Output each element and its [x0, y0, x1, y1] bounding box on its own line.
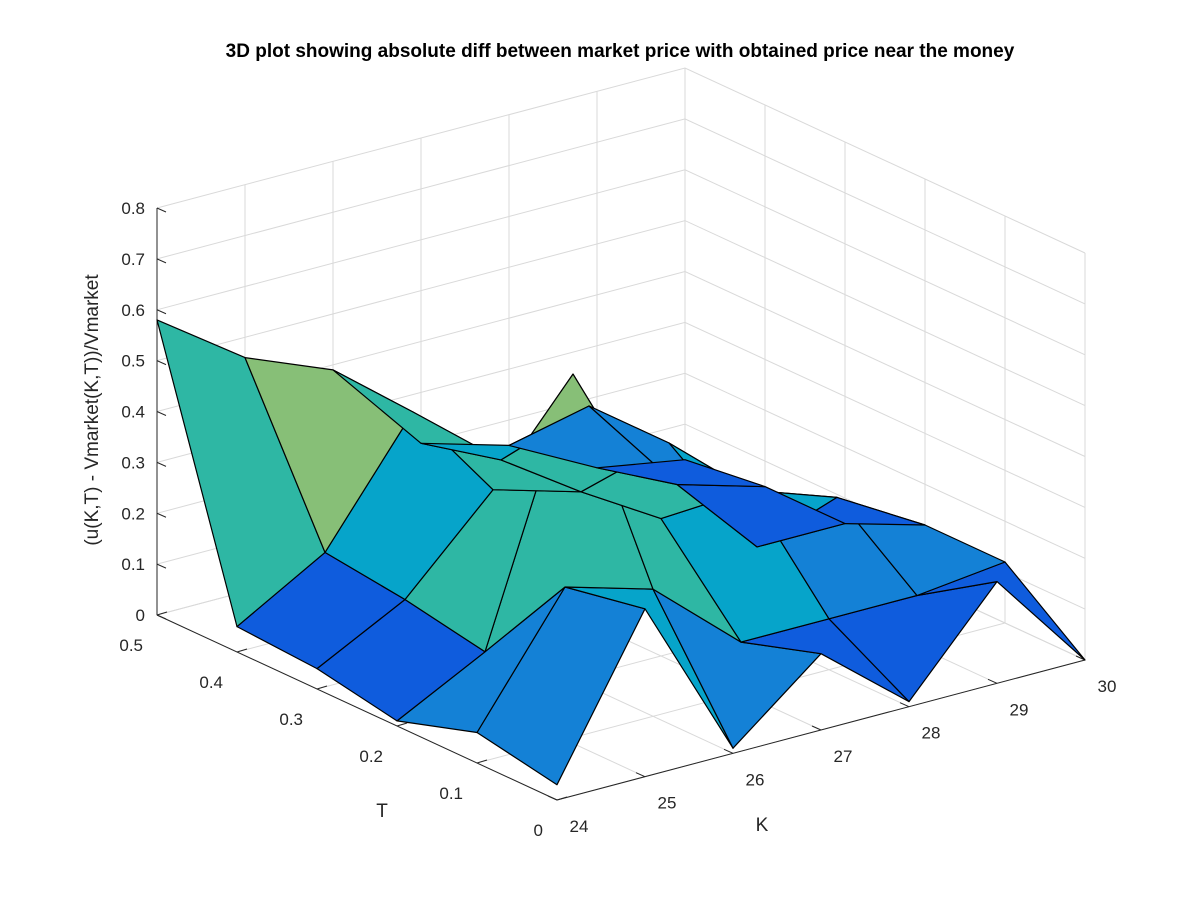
z-tick-label: 0.7 — [121, 250, 145, 269]
z-tick-mark — [156, 563, 167, 569]
y-tick-mark — [476, 759, 488, 764]
grid-line — [156, 169, 1086, 356]
x-tick-mark — [635, 772, 646, 778]
x-tick-label: 28 — [922, 724, 941, 743]
z-axis-label: (u(K,T) - Vmarket(K,T))/Vmarket — [82, 274, 103, 546]
y-tick-mark — [396, 722, 408, 727]
x-tick-label: 27 — [834, 747, 853, 766]
x-tick-mark — [899, 702, 910, 708]
axis-layer — [156, 207, 1086, 801]
z-tick-label: 0.3 — [121, 453, 145, 472]
grid-line — [476, 216, 1006, 764]
y-axis-label: T — [376, 801, 388, 822]
y-tick-label: 0.5 — [119, 636, 143, 655]
z-tick-label: 0.5 — [121, 352, 145, 371]
y-tick-label: 0 — [534, 821, 543, 840]
z-tick-mark — [156, 258, 167, 264]
y-tick-mark — [156, 611, 168, 616]
z-tick-label: 0.1 — [121, 555, 145, 574]
x-tick-label: 25 — [658, 794, 677, 813]
z-tick-mark — [156, 360, 167, 366]
chart-title: 3D plot showing absolute diff between ma… — [226, 41, 1015, 62]
z-tick-mark — [156, 461, 167, 467]
surface — [156, 319, 1086, 786]
z-tick-label: 0.4 — [121, 403, 145, 422]
grid-line — [156, 118, 1086, 305]
y-tick-label: 0.3 — [279, 710, 303, 729]
grid-line — [156, 67, 1086, 254]
y-tick-label: 0.4 — [199, 673, 223, 692]
z-tick-mark — [156, 411, 167, 416]
z-tick-mark — [156, 614, 167, 620]
z-tick-label: 0.2 — [121, 504, 145, 523]
x-tick-label: 26 — [746, 770, 765, 789]
z-tick-mark — [156, 512, 167, 518]
x-tick-mark — [547, 795, 558, 801]
y-tick-mark — [236, 648, 248, 653]
z-tick-label: 0.8 — [121, 199, 145, 218]
x-axis-label: K — [756, 815, 769, 836]
y-tick-label: 0.1 — [439, 784, 463, 803]
tick-labels: 24 25 26 27 28 29 30 0 0.1 0.2 0.3 0.4 0.5 0 0.1 0.2 0.3… — [119, 199, 1116, 840]
x-tick-mark — [811, 725, 822, 731]
x-tick-label: 29 — [1010, 700, 1029, 719]
z-tick-label: 0.6 — [121, 301, 145, 320]
x-tick-label: 30 — [1098, 677, 1117, 696]
x-tick-label: 24 — [570, 817, 589, 836]
y-tick-label: 0.2 — [359, 747, 383, 766]
z-tick-mark — [156, 207, 167, 213]
x-tick-mark — [723, 748, 734, 754]
surface-facet — [596, 459, 766, 488]
z-tick-label: 0 — [136, 606, 145, 625]
x-tick-mark — [987, 678, 998, 684]
y-tick-mark — [316, 685, 328, 690]
z-tick-mark — [156, 309, 167, 315]
y-tick-mark — [556, 796, 568, 801]
y-axis-line — [156, 614, 558, 801]
